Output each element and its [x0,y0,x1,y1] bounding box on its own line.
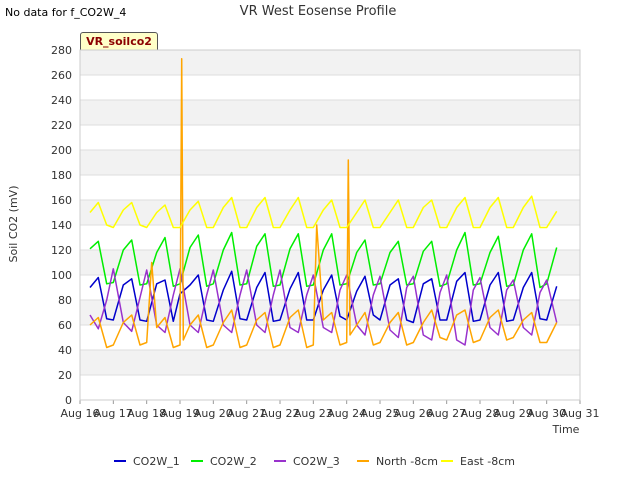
legend-label: CO2W_2 [210,455,257,468]
series-line-4 [89,58,558,349]
x-tick-label: Aug 29 [494,407,533,420]
series-line-1 [89,270,558,324]
x-tick-label: Aug 16 [61,407,100,420]
x-tick-label: Aug 17 [94,407,133,420]
chart-title: VR West Eosense Profile [240,4,397,19]
axes: 0 20 40 60 80 100 120 140 160 180 200 220 240 260 280 A… [51,44,599,420]
series-line-2 [89,231,558,289]
grid-band [80,250,580,275]
x-axis-label: Time [552,423,580,436]
grid-band [80,100,580,125]
y-tick-label: 260 [51,69,72,82]
x-tick-label: Aug 20 [194,407,233,420]
series-line-3 [89,268,558,346]
x-tick-label: Aug 23 [294,407,333,420]
y-tick-label: 100 [51,269,72,282]
y-tick-label: 180 [51,169,72,182]
y-tick-label: 120 [51,244,72,257]
x-tick-label: Aug 26 [394,407,433,420]
y-tick-label: 160 [51,194,72,207]
y-tick-label: 0 [65,394,72,407]
y-tick-label: 280 [51,44,72,57]
grid-band [80,200,580,225]
legend-label: North -8cm [376,455,438,468]
y-tick-label: 220 [51,119,72,132]
legend-label: CO2W_1 [133,455,180,468]
x-tick-label: Aug 19 [161,407,200,420]
y-tick-label: 140 [51,219,72,232]
y-tick-label: 80 [58,294,72,307]
x-tick-label: Aug 27 [427,407,466,420]
grid-band [80,300,580,325]
x-tick-label: Aug 28 [461,407,500,420]
no-data-note: No data for f_CO2W_4 [5,6,127,19]
y-tick-label: 240 [51,94,72,107]
grid-band [80,150,580,175]
x-tick-label: Aug 31 [561,407,600,420]
y-tick-label: 20 [58,369,72,382]
y-tick-label: 200 [51,144,72,157]
y-tick-label: 40 [58,344,72,357]
plot-border [79,49,581,401]
grid-band [80,350,580,375]
y-axis-label: Soil CO2 (mV) [7,186,20,263]
grid-band [80,50,580,75]
y-tick-label: 60 [58,319,72,332]
series-line-5 [89,195,558,229]
x-tick-label: Aug 21 [227,407,266,420]
x-tick-label: Aug 24 [327,407,366,420]
legend-label: CO2W_3 [293,455,340,468]
x-tick-label: Aug 25 [361,407,400,420]
x-tick-label: Aug 18 [127,407,166,420]
legend-label: East -8cm [460,455,515,468]
legend: CO2W_1 CO2W_2 CO2W_3 North -8cm East -8cm [114,455,515,468]
series-lines [89,58,558,349]
x-tick-label: Aug 30 [527,407,566,420]
x-tick-label: Aug 22 [261,407,300,420]
